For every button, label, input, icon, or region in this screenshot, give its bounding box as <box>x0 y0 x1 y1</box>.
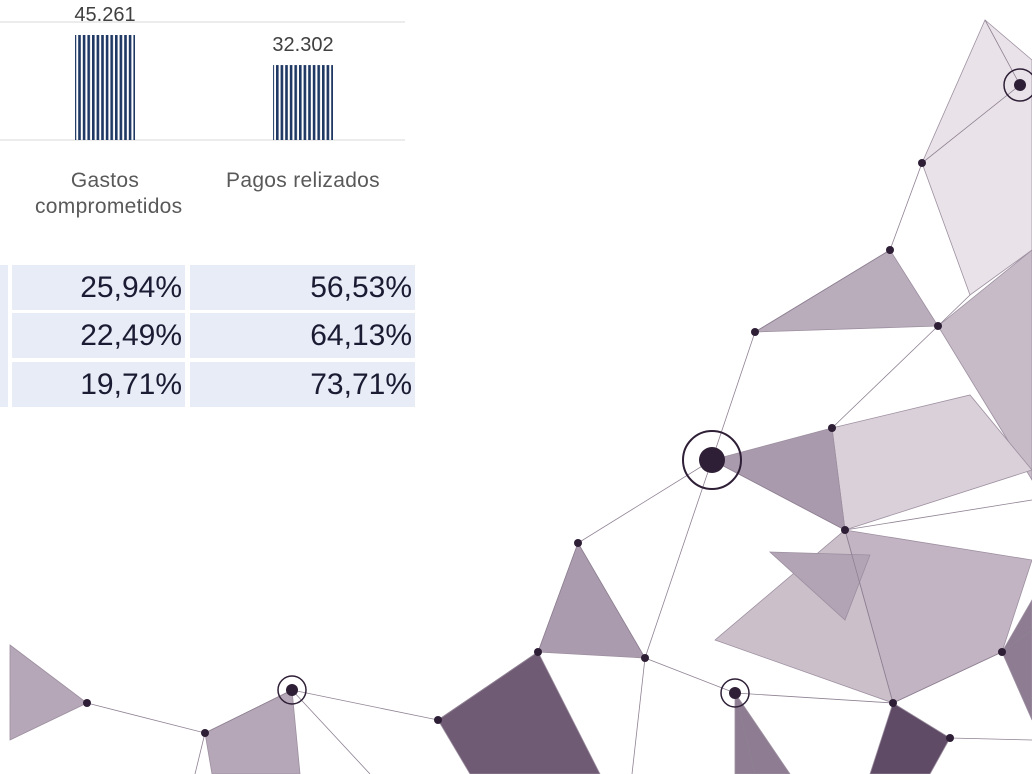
table-cell: 19,71% <box>12 362 185 407</box>
table-cell: 64,13% <box>190 313 415 358</box>
data-label: 32.302 <box>272 34 333 56</box>
category-label: Pagos relizados <box>226 169 380 192</box>
table-cell-edge <box>0 265 8 407</box>
network-nodes <box>83 68 1032 742</box>
bar <box>75 35 135 140</box>
table-cell: 25,94% <box>12 265 185 310</box>
table-cell: 73,71% <box>190 362 415 407</box>
category-label: Gastos comprometidos <box>35 169 183 218</box>
table-cell: 22,49% <box>12 313 185 358</box>
chart: 45.261 32.302 <box>0 4 405 141</box>
data-label: 45.261 <box>74 4 135 26</box>
table-cell: 56,53% <box>190 265 415 310</box>
network-polygons <box>9 19 1032 774</box>
bar <box>273 65 333 140</box>
